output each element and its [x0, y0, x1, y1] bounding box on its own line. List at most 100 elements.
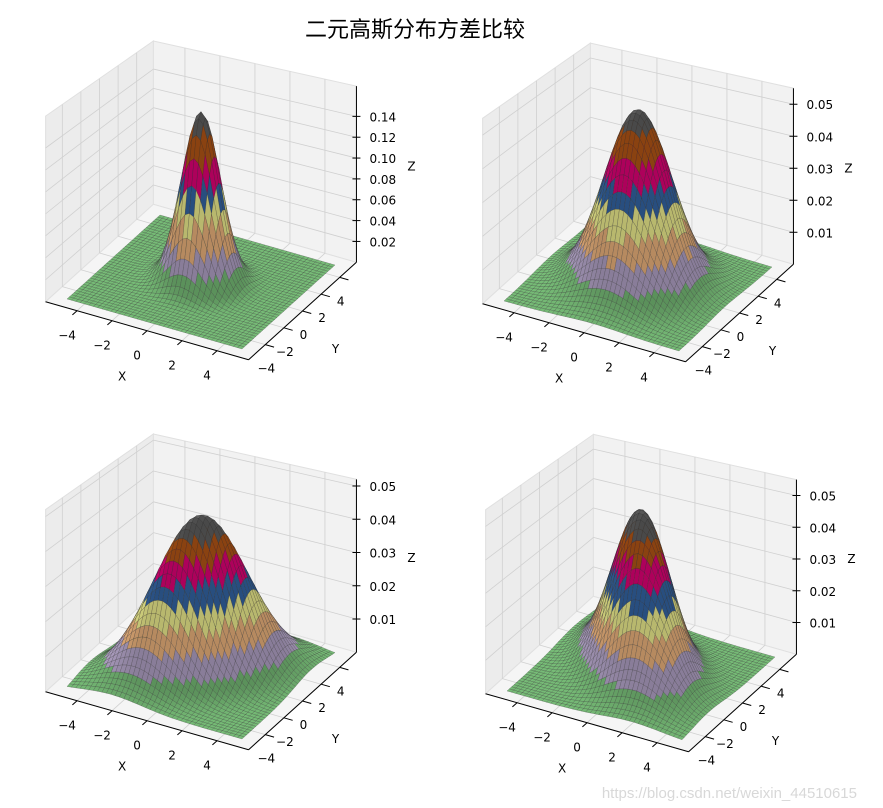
z-tick-label: 0.08 [369, 173, 396, 187]
x-tick-label: −2 [93, 339, 111, 353]
z-tick-label: 0.05 [806, 98, 833, 112]
z-tick-label: 0.04 [806, 130, 833, 144]
x-tick [509, 312, 515, 318]
x-tick-label: −2 [530, 341, 548, 355]
z-tick-label: 0.02 [806, 194, 833, 208]
z-tick-label: 0.01 [806, 226, 833, 240]
x-tick [544, 322, 550, 328]
gridline-z [45, 146, 154, 237]
y-tick [339, 276, 349, 281]
y-tick [739, 312, 749, 316]
x-tick [177, 340, 183, 346]
y-tick-label: 4 [337, 294, 345, 308]
z-tick-label: 0.02 [369, 235, 396, 249]
surface-panel-1: −4−2024−4−20240.020.040.060.080.100.120.… [44, 40, 416, 384]
x-axis-label: X [118, 760, 126, 774]
gridline-z [45, 126, 154, 215]
x-tick [72, 310, 78, 316]
z-tick-label: 0.05 [369, 480, 396, 494]
y-tick-label: −4 [694, 364, 712, 378]
y-tick-label: 4 [774, 296, 782, 310]
z-axis-label: Z [844, 161, 852, 175]
y-tick [283, 327, 293, 331]
y-tick [339, 666, 349, 671]
y-tick [265, 344, 275, 348]
x-tick-label: 2 [168, 359, 176, 373]
y-tick-label: −2 [713, 347, 731, 361]
z-tick-label: 0.03 [806, 162, 833, 176]
z-tick-label: 0.02 [369, 580, 396, 594]
y-tick [302, 310, 312, 314]
gridline-z [153, 87, 357, 138]
y-tick-label: 0 [300, 328, 308, 342]
y-tick-label: 4 [337, 684, 345, 698]
y-tick-label: −4 [257, 752, 275, 766]
y-tick-label: 2 [755, 313, 763, 327]
x-tick [107, 320, 113, 326]
z-tick-label: 0.14 [369, 110, 396, 124]
y-axis-label: Y [331, 732, 340, 746]
y-tick [320, 683, 330, 688]
gridline-z [153, 126, 357, 180]
x-tick-label: 2 [168, 749, 176, 763]
z-tick-label: 0.01 [369, 613, 396, 627]
x-tick [107, 710, 113, 716]
x-tick [212, 350, 218, 356]
x-tick-label: −4 [58, 719, 76, 733]
x-tick-label: 4 [203, 369, 211, 383]
x-tick-label: 4 [640, 371, 648, 385]
z-tick-label: 0.12 [369, 131, 396, 145]
y-tick-label: −2 [276, 735, 294, 749]
x-tick [142, 720, 148, 726]
y-tick-label: 2 [318, 701, 326, 715]
z-tick-label: 0.03 [369, 547, 396, 561]
y-axis-label: Y [768, 344, 777, 358]
z-tick-label: 0.06 [369, 194, 396, 208]
z-tick-label: 0.10 [369, 152, 396, 166]
x-tick [649, 352, 655, 358]
y-tick [776, 278, 786, 283]
x-tick-label: 0 [133, 349, 141, 363]
y-tick [320, 293, 330, 298]
y-tick-label: 0 [737, 330, 745, 344]
x-tick-label: −4 [58, 329, 76, 343]
gridline-z [45, 88, 154, 171]
gridline-z [45, 165, 154, 259]
x-axis-label: X [118, 370, 126, 384]
y-tick [720, 329, 730, 333]
gridline-z [45, 184, 154, 281]
x-tick [614, 342, 620, 348]
gridline-z [153, 107, 357, 159]
x-tick-label: 0 [133, 739, 141, 753]
y-tick-label: −2 [276, 345, 294, 359]
gridline-z [45, 107, 154, 193]
y-tick [702, 346, 712, 350]
z-tick-label: 0.04 [369, 215, 396, 229]
y-axis-label: Y [331, 342, 340, 356]
x-tick-label: −2 [93, 729, 111, 743]
x-axis-label: X [555, 372, 563, 386]
z-tick-label: 0.04 [369, 513, 396, 527]
y-tick-label: −4 [257, 362, 275, 376]
surface [66, 111, 336, 350]
y-tick [302, 700, 312, 704]
x-tick [177, 730, 183, 736]
x-tick [72, 700, 78, 706]
z-axis-label: Z [407, 159, 415, 173]
gridline-z [45, 68, 154, 149]
x-tick-label: 0 [570, 351, 578, 365]
x-tick [579, 332, 585, 338]
y-tick-label: 2 [318, 311, 326, 325]
x-tick-label: −4 [495, 331, 513, 345]
x-tick-label: 4 [203, 759, 211, 773]
figure-title: 二元高斯分布方差比较 [304, 18, 525, 43]
gridline-z [153, 68, 357, 117]
y-tick [283, 717, 293, 721]
y-tick [757, 295, 767, 300]
z-axis-label: Z [407, 551, 415, 565]
x-tick-label: 2 [605, 361, 613, 375]
